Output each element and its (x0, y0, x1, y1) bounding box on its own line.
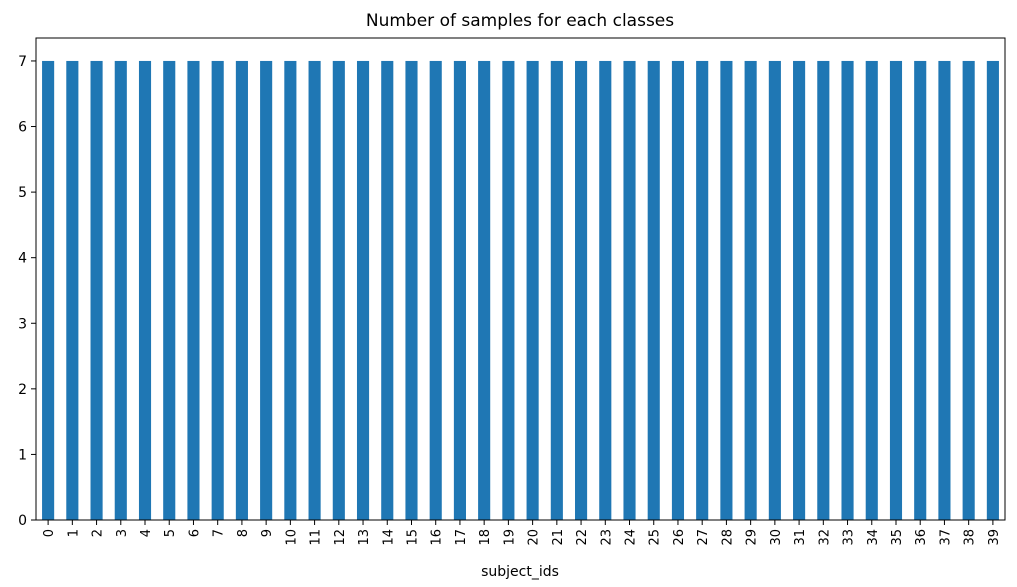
bar-21 (550, 60, 563, 520)
bar-18 (478, 60, 491, 520)
bars-group (42, 60, 999, 520)
bar-6 (187, 60, 200, 520)
x-tick-label: 12 (333, 529, 348, 546)
bar-0 (42, 60, 55, 520)
x-axis-label: subject_ids (481, 564, 559, 580)
x-tick-label: 17 (454, 529, 469, 546)
bar-38 (962, 60, 975, 520)
bar-17 (453, 60, 466, 520)
x-tick-label: 2 (91, 529, 106, 537)
y-tick-label: 2 (18, 382, 27, 398)
x-tick-label: 21 (551, 529, 566, 546)
bar-30 (768, 60, 781, 520)
x-axis: 0 1 2 3 4 5 6 7 8 9 10 11 12 13 14 15 16 17 18 19 20 21 22 23 24… (42, 520, 1002, 546)
bar-24 (623, 60, 636, 520)
x-tick-label: 1 (66, 529, 81, 537)
x-tick-label: 4 (139, 529, 154, 537)
bar-5 (163, 60, 176, 520)
x-tick-label: 29 (745, 529, 760, 546)
x-tick-label: 24 (624, 529, 639, 546)
bar-10 (284, 60, 297, 520)
x-tick-label: 19 (502, 529, 517, 546)
x-tick-label: 32 (817, 529, 832, 546)
bar-1 (66, 60, 79, 520)
x-tick-label: 31 (793, 529, 808, 546)
x-tick-label: 33 (842, 529, 857, 546)
x-tick-label: 38 (963, 529, 978, 546)
bar-3 (114, 60, 127, 520)
x-tick-label: 34 (866, 529, 881, 546)
bar-39 (986, 60, 999, 520)
x-tick-label: 16 (430, 529, 445, 546)
chart-title: Number of samples for each classes (366, 11, 674, 31)
x-tick-label: 35 (890, 529, 905, 546)
bar-9 (260, 60, 273, 520)
x-tick-label: 20 (527, 529, 542, 546)
bar-16 (429, 60, 442, 520)
bar-23 (599, 60, 612, 520)
bar-36 (914, 60, 927, 520)
y-tick-label: 5 (18, 185, 27, 201)
bar-15 (405, 60, 418, 520)
bar-27 (696, 60, 709, 520)
bar-4 (138, 60, 152, 520)
x-tick-label: 14 (381, 529, 396, 546)
x-tick-label: 27 (696, 529, 711, 546)
plot-frame (35, 37, 1006, 521)
x-tick-label: 39 (987, 529, 1002, 546)
x-tick-label: 11 (309, 529, 324, 546)
y-tick-label: 0 (18, 513, 27, 529)
bar-37 (938, 60, 951, 520)
bar-28 (720, 60, 733, 520)
x-tick-label: 36 (914, 529, 929, 546)
x-tick-label: 6 (187, 529, 202, 537)
bar-33 (841, 60, 854, 520)
bar-8 (235, 60, 248, 520)
x-tick-label: 8 (236, 529, 251, 537)
bar-32 (817, 60, 830, 520)
x-tick-label: 15 (405, 529, 420, 546)
bar-26 (671, 60, 685, 520)
bar-11 (308, 60, 321, 520)
x-tick-label: 5 (163, 529, 178, 537)
bar-14 (381, 60, 394, 520)
y-tick-label: 4 (18, 251, 27, 267)
bar-7 (211, 60, 224, 520)
y-tick-label: 6 (18, 120, 27, 136)
x-tick-label: 23 (599, 529, 614, 546)
bar-22 (575, 60, 588, 520)
x-tick-label: 3 (115, 529, 130, 537)
x-tick-label: 9 (260, 529, 275, 537)
x-tick-label: 30 (769, 529, 784, 546)
bar-20 (526, 60, 539, 520)
bar-34 (865, 60, 878, 520)
x-tick-label: 0 (42, 529, 57, 537)
x-tick-label: 37 (938, 529, 953, 546)
x-tick-label: 22 (575, 529, 590, 546)
bar-25 (647, 60, 660, 520)
x-tick-label: 10 (284, 529, 299, 546)
bar-29 (744, 60, 757, 520)
x-tick-label: 7 (212, 529, 227, 537)
bar-19 (502, 60, 515, 520)
x-tick-label: 28 (720, 529, 735, 546)
x-tick-label: 13 (357, 529, 372, 546)
bar-2 (90, 60, 103, 520)
x-tick-label: 18 (478, 529, 493, 546)
x-tick-label: 26 (672, 529, 687, 546)
y-axis: 0 1 2 3 4 5 6 7 (18, 54, 36, 529)
bar-13 (356, 60, 370, 520)
x-tick-label: 25 (648, 529, 663, 546)
y-tick-label: 3 (18, 316, 27, 332)
y-tick-label: 1 (18, 447, 27, 463)
bar-31 (793, 60, 806, 520)
y-tick-label: 7 (18, 54, 27, 70)
bar-35 (889, 60, 903, 520)
bar-12 (332, 60, 345, 520)
